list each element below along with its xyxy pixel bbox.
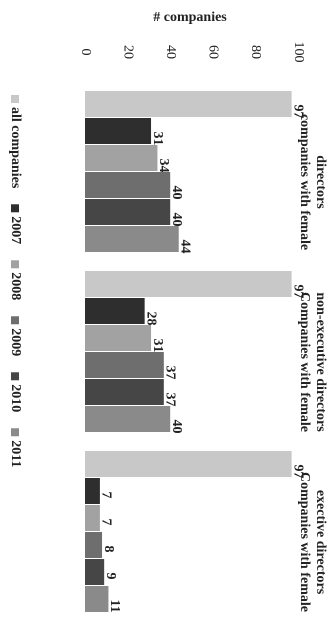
legend-swatch (11, 428, 19, 437)
legend-swatch (11, 95, 19, 103)
data-label: 9 (103, 573, 118, 580)
bar (85, 532, 103, 558)
category-label: Companies with femalenon-executive direc… (297, 292, 328, 432)
legend: all companies 2007 2008 2009 2010 2011 (8, 95, 23, 468)
legend-swatch (11, 316, 19, 325)
y-tick-label: 80 (248, 45, 263, 59)
data-label: 8 (101, 546, 116, 553)
bar (85, 478, 100, 504)
data-label: 97 (290, 465, 305, 479)
data-label: 11 (107, 600, 122, 613)
bar (85, 172, 171, 198)
legend-swatch (11, 372, 19, 381)
data-label: 40 (169, 420, 184, 434)
data-label: 34 (156, 159, 171, 173)
data-label: 97 (290, 105, 305, 119)
data-label: 7 (99, 492, 114, 499)
bar (85, 559, 105, 585)
bar (85, 325, 152, 351)
bar (85, 298, 145, 324)
legend-label: 2011 (8, 440, 23, 467)
bar (85, 271, 292, 297)
data-label: 31 (150, 132, 165, 146)
y-tick-label: 20 (120, 45, 135, 59)
legend-swatch (11, 204, 19, 213)
legend-label: 2007 (8, 216, 23, 244)
y-tick-label: 40 (163, 45, 178, 59)
axis-title: # companies (153, 10, 227, 25)
bar (85, 505, 100, 531)
category-label: companies with femaledirectors (297, 114, 328, 250)
category-label: Companies with femaleexective directors (297, 472, 328, 612)
legend-label: all companies (8, 107, 23, 189)
bar (85, 586, 109, 612)
data-label: 7 (99, 519, 114, 526)
bar (85, 379, 164, 405)
data-label: 28 (143, 312, 158, 326)
data-label: 40 (169, 213, 184, 227)
legend-label: 2009 (8, 328, 23, 356)
legend-label: 2008 (8, 272, 23, 300)
data-label: 40 (169, 186, 184, 200)
data-label: 31 (150, 339, 165, 353)
legend-swatch (11, 260, 19, 269)
bar (85, 118, 152, 144)
bar (85, 226, 179, 252)
data-label: 44 (178, 240, 193, 254)
data-label: 37 (163, 393, 178, 407)
y-tick-label: 0 (78, 49, 93, 56)
data-label: 97 (290, 285, 305, 299)
bar (85, 91, 292, 117)
bar (85, 145, 158, 171)
bar (85, 352, 164, 378)
legend-label: 2010 (8, 384, 23, 412)
bar (85, 199, 171, 225)
y-tick-label: 100 (291, 42, 306, 63)
bar (85, 451, 292, 477)
bar (85, 406, 171, 432)
y-tick-label: 60 (206, 45, 221, 59)
data-label: 37 (163, 366, 178, 380)
